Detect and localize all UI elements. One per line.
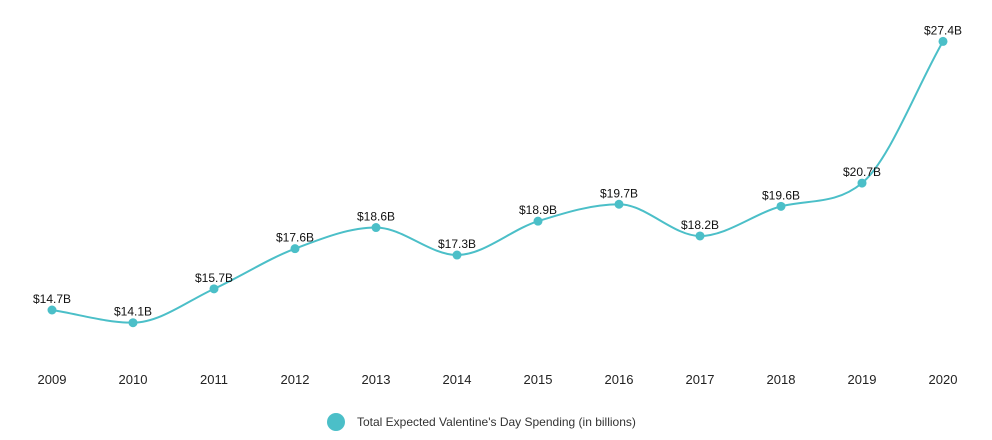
x-tick-2013: 2013 [362, 372, 391, 387]
data-labels: $14.7B $14.1B $15.7B $17.6B $18.6B $17.3B $18.… [33, 23, 962, 318]
data-point-2017[interactable] [695, 231, 705, 241]
data-label-2020: $27.4B [924, 23, 962, 37]
data-label-2015: $18.9B [519, 203, 557, 217]
x-tick-2010: 2010 [119, 372, 148, 387]
data-label-2014: $17.3B [438, 237, 476, 251]
data-points [47, 36, 948, 328]
x-axis-ticks: 2009 2010 2011 2012 2013 2014 2015 2016 2017 2018… [38, 372, 958, 387]
data-label-2013: $18.6B [357, 210, 395, 224]
x-tick-2020: 2020 [929, 372, 958, 387]
data-point-2011[interactable] [209, 284, 219, 294]
data-point-2009[interactable] [47, 305, 57, 315]
data-point-2010[interactable] [128, 318, 138, 328]
data-point-2012[interactable] [290, 244, 300, 254]
data-label-2012: $17.6B [276, 231, 314, 245]
legend[interactable]: Total Expected Valentine's Day Spending … [327, 413, 636, 431]
x-tick-2019: 2019 [848, 372, 877, 387]
x-tick-2016: 2016 [605, 372, 634, 387]
data-point-2014[interactable] [452, 250, 462, 260]
x-tick-2017: 2017 [686, 372, 715, 387]
data-label-2019: $20.7B [843, 165, 881, 179]
data-label-2016: $19.7B [600, 186, 638, 200]
data-label-2009: $14.7B [33, 292, 71, 306]
data-label-2011: $15.7B [195, 271, 233, 285]
data-point-2018[interactable] [776, 201, 786, 211]
data-label-2010: $14.1B [114, 305, 152, 319]
data-point-2019[interactable] [857, 178, 867, 188]
x-tick-2015: 2015 [524, 372, 553, 387]
x-tick-2012: 2012 [281, 372, 310, 387]
data-point-2016[interactable] [614, 199, 624, 209]
x-tick-2011: 2011 [200, 372, 228, 387]
data-label-2018: $19.6B [762, 188, 800, 202]
legend-marker[interactable] [327, 413, 345, 431]
data-label-2017: $18.2B [681, 218, 719, 232]
x-tick-2014: 2014 [443, 372, 472, 387]
data-point-2015[interactable] [533, 216, 543, 226]
series-line [51, 40, 944, 324]
data-point-2020[interactable] [938, 36, 948, 46]
x-tick-2009: 2009 [38, 372, 67, 387]
x-tick-2018: 2018 [767, 372, 796, 387]
legend-label[interactable]: Total Expected Valentine's Day Spending … [357, 415, 636, 429]
data-point-2013[interactable] [371, 223, 381, 233]
